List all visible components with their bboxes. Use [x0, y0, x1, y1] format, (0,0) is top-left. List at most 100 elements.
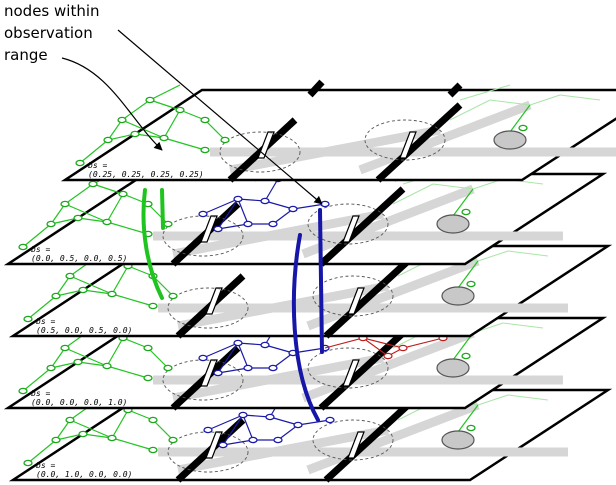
path-node: [218, 441, 228, 449]
layer-5: bs =(0.25, 0.25, 0.25, 0.25): [60, 79, 616, 183]
path-edge: [264, 178, 279, 202]
faded-edge: [529, 94, 561, 106]
green-link-short: [160, 188, 165, 230]
graph-node: [461, 208, 471, 216]
graph-node: [65, 272, 75, 280]
graph-edge: [121, 99, 151, 121]
path-edge: [202, 342, 239, 359]
graph-edge: [82, 289, 113, 295]
path-node: [248, 436, 258, 444]
graph-node: [148, 416, 158, 424]
observation-range: [312, 419, 394, 461]
path-edge: [297, 419, 331, 426]
graph-node: [200, 146, 210, 154]
graph-node: [102, 362, 112, 370]
path-node: [260, 197, 270, 205]
graph-edge: [106, 221, 149, 235]
path-node: [238, 411, 248, 419]
callout-line-2: observation: [4, 24, 93, 42]
graph-edge: [152, 419, 174, 441]
graph-node: [60, 200, 70, 208]
graph-edge: [82, 433, 113, 439]
graph-edge: [163, 109, 181, 139]
faded-edge: [489, 99, 531, 106]
graph-edge: [106, 365, 149, 379]
graph-edge: [152, 275, 174, 297]
graph-node: [143, 344, 153, 352]
path-node: [233, 195, 243, 203]
graph-node: [18, 243, 28, 251]
graph-node: [143, 374, 153, 382]
path-node: [265, 413, 275, 421]
graph-edge: [55, 419, 71, 441]
graph-edge: [92, 183, 124, 195]
graph-node: [103, 136, 113, 144]
callout-arrow-top: [117, 29, 323, 205]
path-node: [243, 220, 253, 228]
door: [342, 359, 360, 387]
belief-label: bs =: [88, 161, 107, 170]
faded-edge: [559, 94, 601, 101]
graph-edge: [79, 139, 109, 164]
path-node: [288, 205, 298, 213]
graph-node: [46, 220, 56, 228]
graph-edge: [111, 437, 154, 451]
graph-node: [466, 424, 476, 432]
door: [205, 431, 223, 459]
path-node: [198, 354, 208, 362]
observation-range: [364, 119, 446, 161]
graph-edge: [149, 99, 181, 111]
belief-value: (0.0, 0.0, 0.0, 1.0): [31, 398, 127, 407]
graph-node: [60, 344, 70, 352]
layer-4: bs =(0.0, 0.5, 0.0, 0.5): [3, 163, 608, 267]
graph-edge: [457, 260, 479, 289]
graph-node: [118, 190, 128, 198]
goal-region: [436, 358, 470, 378]
graph-node: [175, 106, 185, 114]
graph-node: [107, 434, 117, 442]
graph-node: [163, 364, 173, 372]
goal-region: [493, 130, 527, 150]
path-edge: [207, 414, 244, 431]
graph-node: [75, 159, 85, 167]
graph-edge: [77, 217, 108, 223]
graph-edge: [27, 295, 57, 320]
graph-node: [466, 280, 476, 288]
goal-region: [436, 214, 470, 234]
graph-edge: [457, 404, 479, 433]
graph-node: [145, 96, 155, 104]
graph-edge: [147, 347, 169, 369]
blue-link-short: [318, 208, 324, 354]
path-node: [203, 426, 213, 434]
observation-range: [307, 347, 389, 389]
door: [347, 287, 365, 315]
faded-edge: [392, 183, 434, 205]
graph-node: [148, 302, 158, 310]
belief-value: (0.25, 0.25, 0.25, 0.25): [88, 170, 204, 179]
path-node: [213, 369, 223, 377]
graph-node: [168, 292, 178, 300]
belief-value: (0.5, 0.0, 0.5, 0.0): [36, 326, 132, 335]
path-edge: [292, 203, 326, 210]
path-edge: [269, 416, 299, 426]
blue-link: [291, 233, 320, 422]
path-node: [273, 436, 283, 444]
path-node: [320, 200, 330, 208]
graph-node: [46, 364, 56, 372]
faded-edge: [477, 250, 509, 262]
graph-node: [51, 292, 61, 300]
callout-arrow-left: [61, 57, 163, 151]
belief-label: bs =: [31, 389, 50, 398]
layer-stack: bs =(0.0, 1.0, 0.0, 0.0)bs =(0.0, 0.0, 0…: [3, 79, 616, 483]
graph-edge: [69, 419, 113, 439]
graph-node: [461, 352, 471, 360]
door: [399, 131, 417, 159]
path-edge: [237, 342, 249, 369]
path-node: [293, 421, 303, 429]
graph-edge: [22, 367, 52, 392]
graph-edge: [149, 84, 181, 101]
path-node: [198, 210, 208, 218]
graph-node: [148, 446, 158, 454]
path-edge: [202, 198, 239, 215]
graph-node: [23, 459, 33, 467]
